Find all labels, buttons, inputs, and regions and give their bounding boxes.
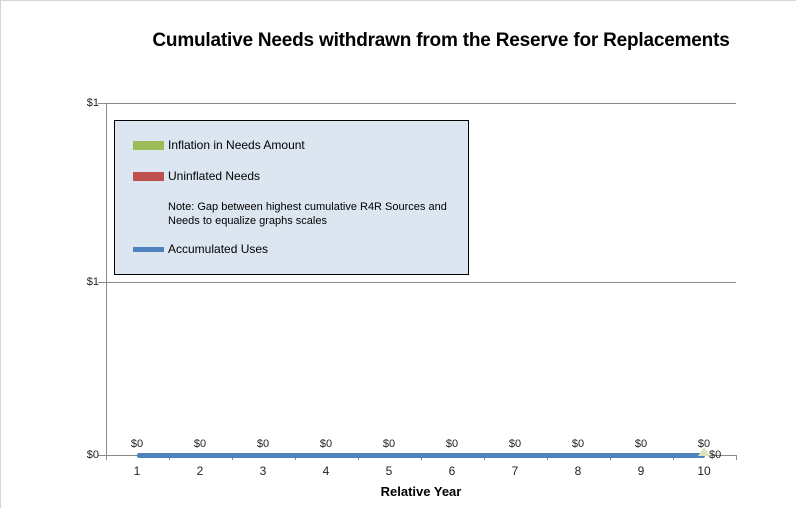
legend-label: Uninflated Needs	[168, 169, 261, 183]
x-axis-tick	[547, 456, 548, 460]
x-axis-tick	[232, 456, 233, 460]
chart-title: Cumulative Needs withdrawn from the Rese…	[152, 30, 730, 51]
triangle-marker-inflation-needs	[698, 447, 710, 456]
data-label: $0	[319, 438, 333, 450]
x-category-label: 6	[448, 464, 456, 478]
legend-label: Inflation in Needs Amount	[168, 138, 305, 152]
data-label: $0	[445, 438, 459, 450]
legend-item-accumulated-uses: Accumulated Uses	[133, 242, 268, 256]
data-label: $0	[130, 438, 144, 450]
legend-label: Accumulated Uses	[168, 242, 269, 256]
y-axis-line	[106, 103, 107, 456]
y-tick-label: $0	[86, 449, 99, 461]
x-axis-tick	[484, 456, 485, 460]
x-category-label: 9	[637, 464, 645, 478]
data-label: $0	[382, 438, 396, 450]
data-label: $0	[508, 438, 522, 450]
x-axis-title: Relative Year	[380, 484, 462, 499]
legend-swatch-green	[133, 140, 164, 150]
legend-box: Inflation in Needs Amount Uninflated Nee…	[114, 120, 469, 275]
x-category-label: 2	[196, 464, 204, 478]
y-axis-tick	[98, 282, 106, 283]
x-axis-tick	[673, 456, 674, 460]
legend-item-inflation-needs: Inflation in Needs Amount	[133, 138, 305, 152]
x-category-label: 3	[259, 464, 267, 478]
legend-note-line2: Needs to equalize graphs scales	[168, 215, 327, 227]
data-label: $0	[256, 438, 270, 450]
y-axis-tick	[98, 455, 106, 456]
x-category-label: 5	[385, 464, 393, 478]
gridline-middle	[106, 282, 736, 283]
legend-note-line1: Note: Gap between highest cumulative R4R…	[168, 201, 447, 213]
legend-note: Note: Gap between highest cumulative R4R…	[168, 200, 468, 228]
x-category-label: 10	[697, 464, 711, 478]
data-label: $0	[193, 438, 207, 450]
legend-item-uninflated-needs: Uninflated Needs	[133, 169, 260, 183]
x-axis-tick	[421, 456, 422, 460]
x-axis-tick	[295, 456, 296, 460]
x-category-label: 1	[133, 464, 141, 478]
x-axis-tick	[169, 456, 170, 460]
x-category-label: 7	[511, 464, 519, 478]
x-category-label: 8	[574, 464, 582, 478]
data-label-inflation-needs: $0	[709, 449, 722, 461]
x-axis-tick	[610, 456, 611, 460]
y-tick-label: $1	[86, 97, 99, 109]
x-axis-tick	[358, 456, 359, 460]
y-tick-label: $1	[86, 276, 99, 288]
data-label: $0	[634, 438, 648, 450]
series-line-accumulated-uses	[137, 453, 705, 458]
y-axis-tick	[98, 103, 106, 104]
legend-swatch-red	[133, 171, 164, 181]
x-axis-tick	[106, 456, 107, 460]
gridline-top	[106, 103, 736, 104]
x-axis-tick	[736, 456, 737, 460]
legend-swatch-blue	[133, 246, 164, 252]
x-category-label: 4	[322, 464, 330, 478]
data-label: $0	[571, 438, 585, 450]
